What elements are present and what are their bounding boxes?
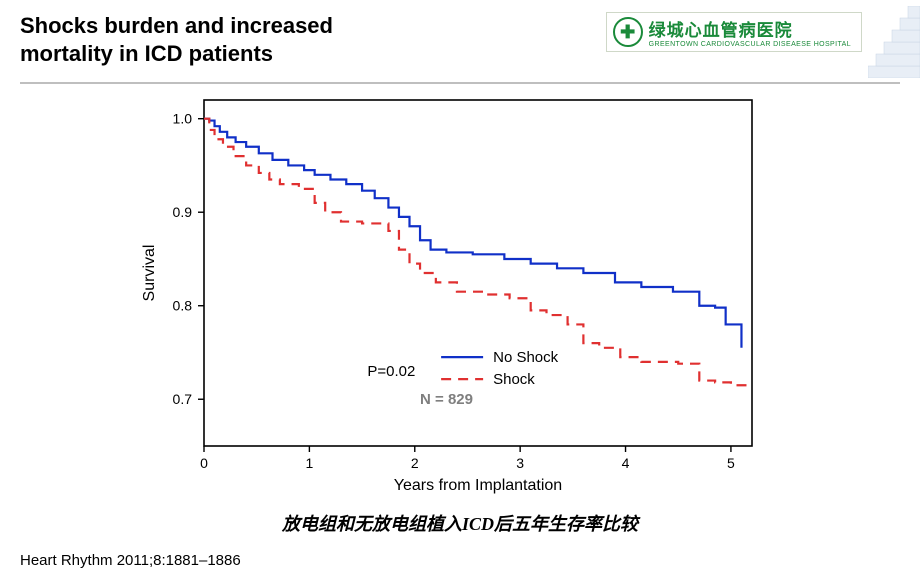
header-divider xyxy=(20,82,900,84)
logo-text: 绿城心血管病医院 GREENTOWN CARDIOVASCULAR DISEAE… xyxy=(649,16,851,48)
svg-text:2: 2 xyxy=(411,455,419,471)
svg-text:No Shock: No Shock xyxy=(493,349,559,366)
logo-name-en: GREENTOWN CARDIOVASCULAR DISEAESE HOSPIT… xyxy=(649,41,851,48)
survival-chart: 0 1 2 3 4 5 0.7 0.8 0.9 1.0 Years from Implantatio… xyxy=(130,90,770,500)
svg-text:0.8: 0.8 xyxy=(173,298,193,314)
svg-text:0: 0 xyxy=(200,455,208,471)
logo-clover-icon: ✚ xyxy=(613,17,643,47)
title-line-2: mortality in ICD patients xyxy=(20,41,273,66)
hospital-logo: ✚ 绿城心血管病医院 GREENTOWN CARDIOVASCULAR DISE… xyxy=(606,12,862,52)
citation-text: Heart Rhythm 2011;8:1881–1886 xyxy=(20,552,241,569)
svg-text:1: 1 xyxy=(305,455,313,471)
stairs-decor-icon xyxy=(868,6,920,78)
logo-name-cn: 绿城心血管病医院 xyxy=(649,16,851,41)
svg-text:P=0.02: P=0.02 xyxy=(367,363,415,380)
svg-text:5: 5 xyxy=(727,455,735,471)
svg-text:Survival: Survival xyxy=(141,245,158,302)
svg-text:4: 4 xyxy=(622,455,630,471)
svg-text:0.7: 0.7 xyxy=(173,391,193,407)
chart-svg: 0 1 2 3 4 5 0.7 0.8 0.9 1.0 Years from Implantatio… xyxy=(130,90,770,500)
svg-text:0.9: 0.9 xyxy=(173,204,193,220)
svg-text:3: 3 xyxy=(516,455,524,471)
svg-text:1.0: 1.0 xyxy=(173,111,193,127)
chart-caption-cn: 放电组和无放电组植入ICD后五年生存率比较 xyxy=(0,510,920,536)
svg-text:N = 829: N = 829 xyxy=(420,391,473,408)
svg-text:Years from Implantation: Years from Implantation xyxy=(394,477,562,494)
slide-header: Shocks burden and increased mortality in… xyxy=(0,0,920,82)
svg-text:Shock: Shock xyxy=(493,371,535,388)
title-line-1: Shocks burden and increased xyxy=(20,13,333,38)
